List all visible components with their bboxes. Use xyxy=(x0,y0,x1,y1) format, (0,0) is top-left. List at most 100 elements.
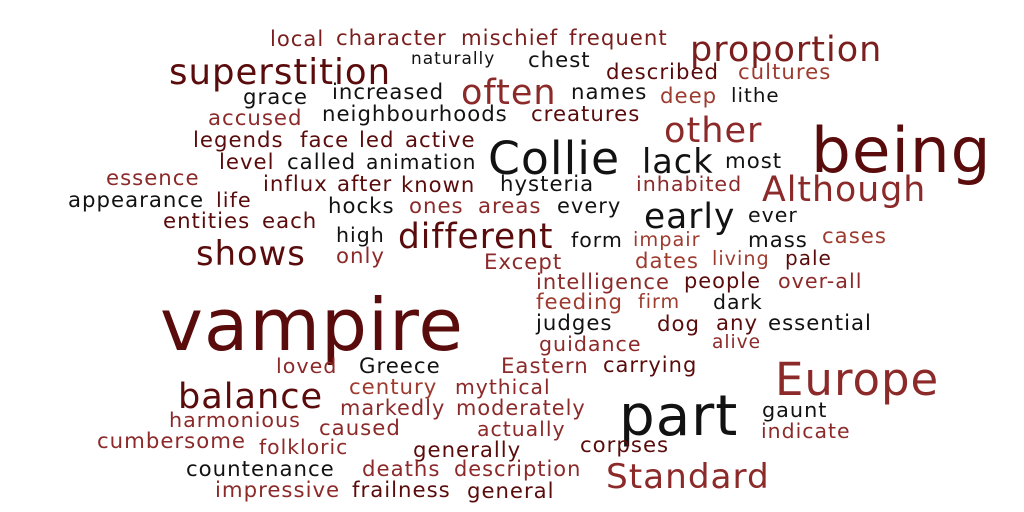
word: cases xyxy=(822,224,887,249)
word: intelligence xyxy=(536,269,670,294)
word: after xyxy=(337,172,393,197)
word: indicate xyxy=(761,419,851,443)
word: deep xyxy=(660,84,718,109)
word: judges xyxy=(536,311,613,336)
word: caused xyxy=(319,416,401,441)
word: carrying xyxy=(603,352,698,377)
word: legends xyxy=(193,128,284,153)
word: dates xyxy=(635,249,699,274)
word: mischief xyxy=(461,26,559,51)
word: grace xyxy=(243,85,309,110)
word: character xyxy=(336,26,447,51)
word: loved xyxy=(276,354,338,378)
word: called xyxy=(287,150,357,175)
word: part xyxy=(619,384,739,449)
word: most xyxy=(725,149,783,174)
word: led xyxy=(359,128,395,153)
word: impair xyxy=(633,228,701,251)
word: impressive xyxy=(215,478,341,503)
word: only xyxy=(336,244,385,269)
word: influx xyxy=(263,172,328,197)
word: dog xyxy=(657,312,700,337)
word: century xyxy=(349,375,438,400)
word: cultures xyxy=(738,60,832,85)
word: cumbersome xyxy=(97,429,246,454)
word: appearance xyxy=(68,188,205,213)
word: folkloric xyxy=(259,435,349,459)
word: dark xyxy=(713,290,763,314)
word: shows xyxy=(196,234,306,273)
word: balance xyxy=(178,376,324,417)
word: Although xyxy=(762,170,927,210)
word: areas xyxy=(478,194,542,219)
word: frequent xyxy=(569,26,668,51)
word: often xyxy=(461,73,557,113)
word: being xyxy=(811,114,992,187)
word: over-all xyxy=(778,269,863,293)
word: accused xyxy=(208,106,303,131)
word: ones xyxy=(409,194,464,219)
word: superstition xyxy=(169,52,392,93)
word: living xyxy=(712,247,770,270)
word: feeding xyxy=(536,290,623,315)
word: described xyxy=(606,60,720,85)
word: lack xyxy=(642,142,714,181)
word: guidance xyxy=(539,332,642,356)
word: harmonious xyxy=(169,408,301,432)
word: form xyxy=(571,228,623,252)
word: essential xyxy=(768,311,872,336)
word: deaths xyxy=(362,457,441,482)
word: names xyxy=(571,80,648,105)
word: chest xyxy=(528,48,591,73)
word: description xyxy=(454,457,582,481)
word: actually xyxy=(477,417,566,441)
word: frailness xyxy=(352,478,451,503)
word: hocks xyxy=(328,194,395,219)
word: high xyxy=(336,223,385,247)
word: lithe xyxy=(731,84,780,107)
word: markedly xyxy=(340,396,446,420)
word: increased xyxy=(332,80,445,105)
word: neighbourhoods xyxy=(322,102,508,127)
word: proportion xyxy=(690,30,883,70)
word: active xyxy=(405,128,476,153)
word: creatures xyxy=(531,102,641,127)
word: Except xyxy=(484,250,563,275)
word: face xyxy=(300,128,350,153)
word: corpses xyxy=(580,433,670,458)
word: ever xyxy=(748,203,798,227)
word: hysteria xyxy=(500,172,595,197)
word: early xyxy=(644,197,736,237)
word: Collie xyxy=(488,132,621,185)
word: naturally xyxy=(411,48,496,68)
word: known xyxy=(401,172,476,197)
word: moderately xyxy=(456,396,586,420)
word: alive xyxy=(712,332,762,353)
word: inhabited xyxy=(636,172,743,196)
word: mythical xyxy=(455,375,551,399)
word: pale xyxy=(785,246,832,270)
word: essence xyxy=(106,166,200,191)
word: any xyxy=(716,311,759,336)
word: general xyxy=(467,478,555,503)
word: level xyxy=(219,150,275,175)
word: Eastern xyxy=(501,354,589,379)
word: firm xyxy=(638,290,681,313)
word: entities xyxy=(163,209,251,234)
word: Standard xyxy=(606,457,770,497)
word: vampire xyxy=(160,284,464,368)
word: Europe xyxy=(775,353,940,406)
word: generally xyxy=(413,438,522,463)
word: mass xyxy=(748,228,808,253)
word: every xyxy=(557,194,622,218)
word: life xyxy=(216,188,252,212)
word: Greece xyxy=(359,354,441,379)
word: countenance xyxy=(186,457,335,482)
word: other xyxy=(664,110,763,151)
word: gaunt xyxy=(762,398,828,422)
word: different xyxy=(398,217,554,257)
word: each xyxy=(262,209,318,234)
word: animation xyxy=(366,150,477,174)
word: people xyxy=(684,269,761,293)
